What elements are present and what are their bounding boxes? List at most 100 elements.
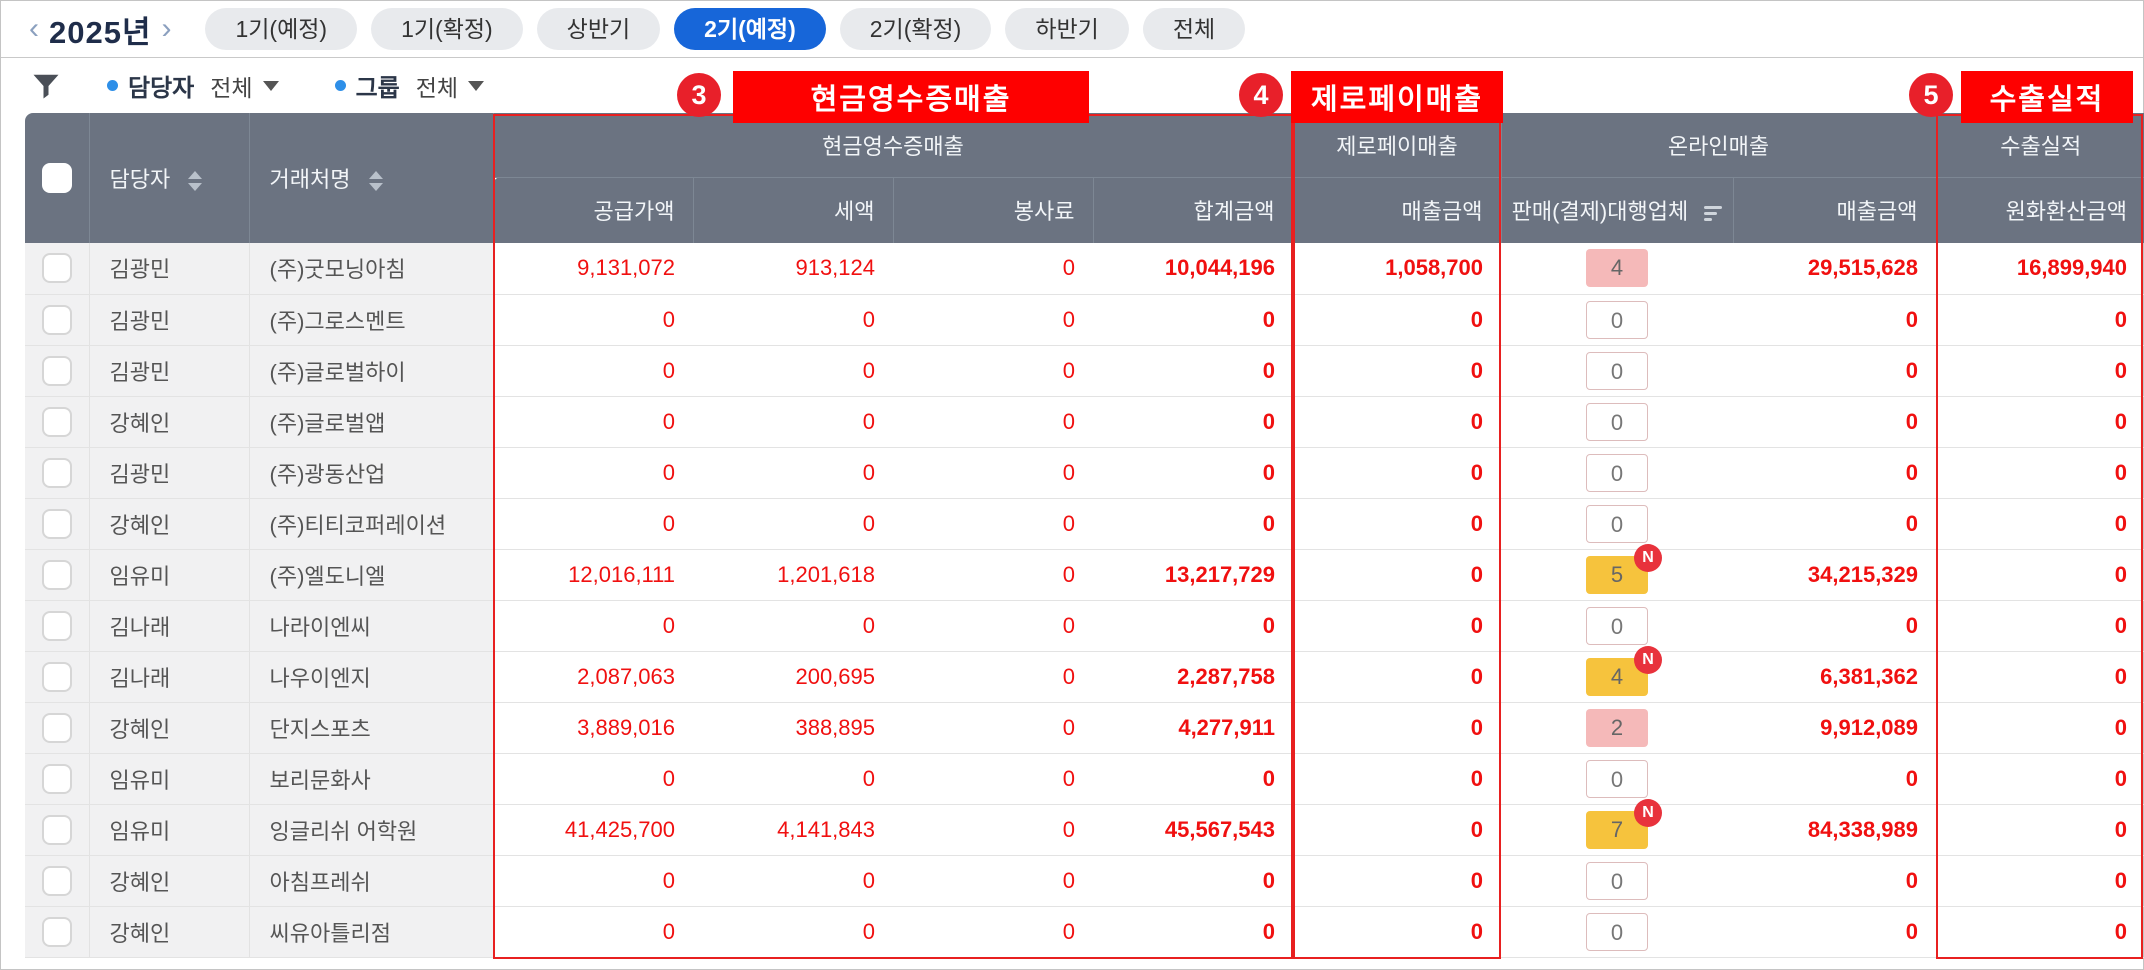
row-checkbox-cell (25, 855, 90, 907)
row-checkbox[interactable] (41, 661, 72, 692)
row-checkbox[interactable] (41, 559, 72, 590)
client-cell: (주)광동산업 (249, 447, 494, 499)
table-row: 임유미 잉글리쉬 어학원 41,425,700 4,141,843 0 45,567,54… (25, 798, 2144, 856)
zeropay-sales-cell: 0 (1293, 447, 1501, 499)
tab-q1-scheduled[interactable]: 1기(예정) (205, 8, 358, 50)
zeropay-sales-cell: 0 (1293, 600, 1501, 652)
row-checkbox-cell (25, 600, 90, 652)
agency-count-badge[interactable]: 0 (1586, 300, 1648, 339)
agency-count-badge[interactable]: 0 (1586, 759, 1648, 798)
service-fee-cell: 0 (893, 702, 1093, 754)
client-cell: 나우이엔지 (249, 651, 494, 703)
agency-count-badge[interactable]: 2 (1586, 708, 1648, 747)
supply-amount-cell: 41,425,700 (493, 804, 693, 856)
agency-count-badge[interactable]: 0 (1586, 504, 1648, 543)
staff-cell: 임유미 (89, 804, 250, 856)
select-all-checkbox[interactable] (41, 163, 72, 193)
chevron-down-icon (468, 80, 485, 91)
row-checkbox[interactable] (41, 355, 72, 386)
tax-amount-cell: 0 (693, 600, 893, 652)
agency-count-badge[interactable]: 0 (1586, 351, 1648, 390)
row-checkbox[interactable] (41, 814, 72, 845)
column-header-staff[interactable]: 담당자 (88, 113, 249, 243)
client-cell: (주)글로벌하이 (249, 345, 494, 397)
total-amount-cell: 0 (1093, 447, 1293, 499)
online-sales-cell: 34,215,329 (1733, 549, 1937, 601)
tax-amount-cell: 0 (693, 855, 893, 907)
agency-count-badge[interactable]: 0 (1586, 606, 1648, 645)
column-header-service-fee: 봉사료 (892, 176, 1093, 243)
agency-count-badge[interactable]: 4 (1586, 249, 1648, 288)
staff-filter-dropdown[interactable]: 담당자 전체 (107, 68, 279, 103)
table-row: 김광민 (주)글로벌하이 0 0 0 0 0 0 0 0 (25, 345, 2144, 397)
staff-cell: 강혜인 (89, 906, 250, 958)
row-checkbox[interactable] (41, 916, 72, 947)
row-checkbox[interactable] (41, 457, 72, 488)
staff-cell: 김나래 (89, 651, 250, 703)
zeropay-sales-cell: 0 (1293, 651, 1501, 703)
agency-count-badge[interactable]: 0 (1586, 453, 1648, 492)
sort-icon[interactable] (188, 171, 203, 192)
table-row: 임유미 보리문화사 0 0 0 0 0 0 0 0 (25, 753, 2144, 805)
next-year-button[interactable]: › (161, 12, 172, 45)
zeropay-sales-cell: 0 (1293, 855, 1501, 907)
select-all-header-cell (25, 113, 89, 243)
online-sales-cell: 6,381,362 (1733, 651, 1937, 703)
row-checkbox[interactable] (41, 712, 72, 743)
staff-cell: 김나래 (89, 600, 250, 652)
agency-count-badge[interactable]: 0 (1586, 402, 1648, 441)
row-checkbox[interactable] (41, 865, 72, 896)
row-checkbox[interactable] (41, 610, 72, 641)
zeropay-sales-cell: 0 (1293, 396, 1501, 448)
tab-q2-confirmed[interactable]: 2기(확정) (839, 8, 992, 50)
service-fee-cell: 0 (893, 906, 1093, 958)
group-header-export: 수출실적 (1935, 113, 2144, 177)
column-header-export-krw: 원화환산금액 (1935, 176, 2144, 243)
agency-count-cell: 0 (1501, 906, 1733, 958)
row-checkbox-cell (25, 753, 90, 805)
agency-count-badge[interactable]: 0 (1586, 912, 1648, 951)
agency-filter-icon[interactable] (1704, 203, 1723, 224)
total-amount-cell: 0 (1093, 294, 1293, 346)
column-header-client[interactable]: 거래처명 (248, 113, 493, 243)
row-checkbox[interactable] (41, 304, 72, 335)
sort-icon[interactable] (368, 171, 383, 192)
client-cell: (주)글로벌앱 (249, 396, 494, 448)
table-body: 김광민 (주)굿모닝아침 9,131,072 913,124 0 10,044,196 1,… (25, 243, 2144, 958)
service-fee-cell: 0 (893, 804, 1093, 856)
client-cell: 단지스포츠 (249, 702, 494, 754)
total-amount-cell: 4,277,911 (1093, 702, 1293, 754)
agency-count-badge[interactable]: 0 (1586, 861, 1648, 900)
period-toolbar: ‹ 2025년 › 1기(예정) 1기(확정) 상반기 2기(예정) 2기(확정… (1, 1, 2143, 58)
tab-all[interactable]: 전체 (1142, 8, 1246, 50)
tab-q1-confirmed[interactable]: 1기(확정) (371, 8, 523, 50)
column-header-agency[interactable]: 판매(결제)대행업체 (1500, 176, 1733, 243)
row-checkbox[interactable] (41, 253, 72, 284)
tab-second-half[interactable]: 하반기 (1005, 8, 1129, 50)
sales-table: 담당자 거래처명 현금영수증매출 제로페이매출 온라인매출 수출실적 공급가액 … (25, 113, 2144, 958)
column-header-online-sales: 매출금액 (1732, 176, 1937, 243)
client-cell: 잉글리쉬 어학원 (249, 804, 494, 856)
staff-cell: 김광민 (89, 294, 250, 346)
row-checkbox-cell (25, 447, 90, 499)
row-checkbox-cell (25, 549, 90, 601)
filter-funnel-icon[interactable] (31, 71, 61, 101)
column-header-tax: 세액 (692, 176, 893, 243)
tab-q2-scheduled[interactable]: 2기(예정) (674, 8, 826, 50)
client-cell: (주)그로스멘트 (249, 294, 494, 346)
export-krw-cell: 0 (1936, 498, 2144, 550)
group-filter-dropdown[interactable]: 그룹 전체 (334, 68, 485, 103)
row-checkbox[interactable] (41, 406, 72, 437)
table-row: 강혜인 (주)글로벌앱 0 0 0 0 0 0 0 0 (25, 396, 2144, 448)
column-header-supply: 공급가액 (493, 176, 693, 243)
online-sales-cell: 0 (1733, 396, 1937, 448)
export-krw-cell: 0 (1936, 345, 2144, 397)
row-checkbox[interactable] (41, 508, 72, 539)
tab-first-half[interactable]: 상반기 (536, 8, 661, 50)
row-checkbox[interactable] (41, 763, 72, 794)
prev-year-button[interactable]: ‹ (29, 12, 39, 45)
